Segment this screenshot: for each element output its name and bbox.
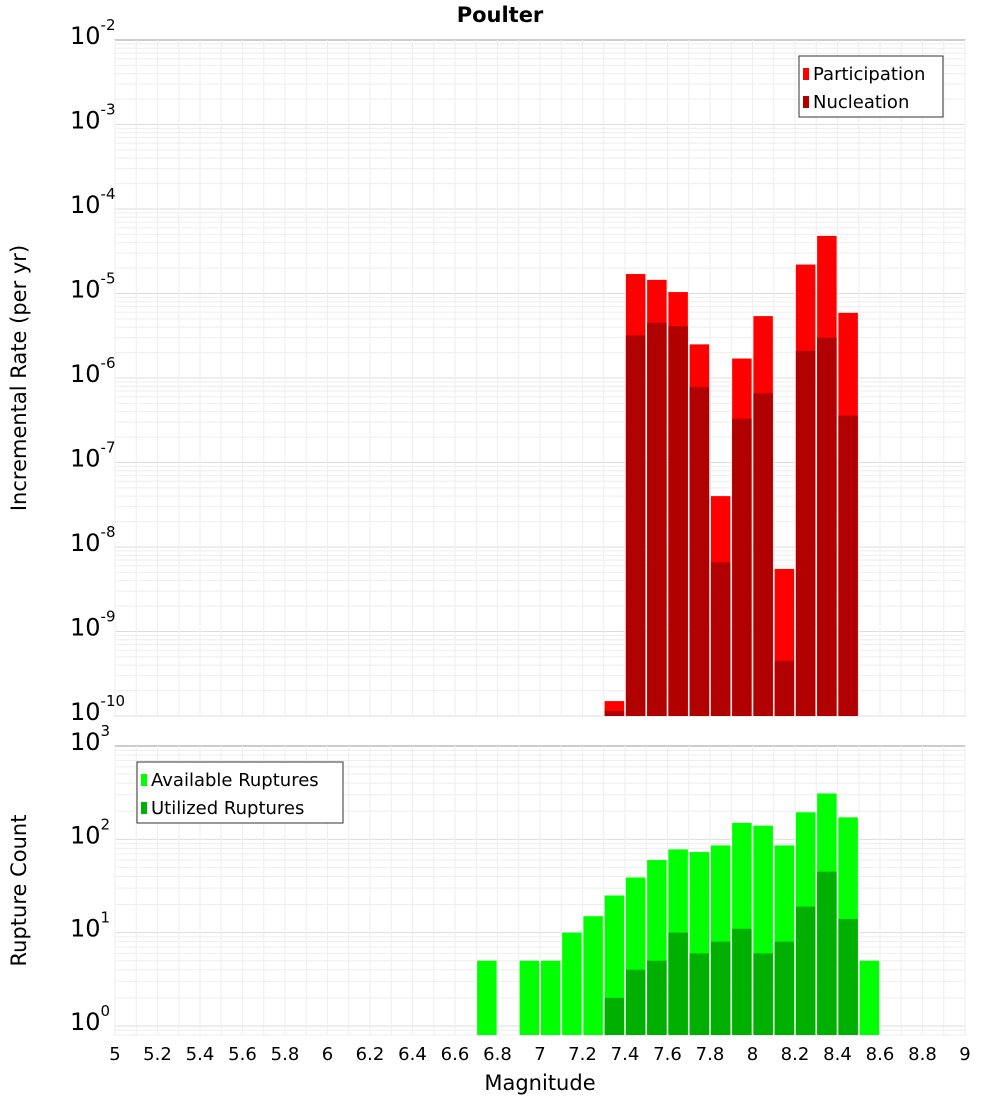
x-tick-label: 8.4 [823, 1044, 852, 1065]
bar-available-ruptures [583, 916, 603, 1035]
x-tick-label: 7.4 [611, 1044, 640, 1065]
y-tick-exponent: 0 [101, 1002, 111, 1020]
x-tick-label: 7.8 [696, 1044, 725, 1065]
bar-available-ruptures [562, 932, 582, 1035]
x-tick-label: 7.6 [653, 1044, 682, 1065]
y-tick-label: 10-8 [70, 523, 116, 557]
bar-available-ruptures [519, 960, 540, 1035]
bar-nucleation [668, 326, 688, 716]
bar-nucleation [689, 387, 710, 716]
bar-nucleation [838, 415, 858, 716]
y-tick-label: 101 [70, 909, 110, 943]
x-tick-label: 8.8 [908, 1044, 937, 1065]
bar-nucleation [625, 335, 646, 716]
y-tick-exponent: -4 [101, 185, 116, 203]
x-tick-label: 8.6 [866, 1044, 895, 1065]
bar-nucleation [753, 393, 773, 716]
x-tick-label: 5 [109, 1044, 120, 1065]
bar-utilized-ruptures [710, 941, 731, 1035]
bar-available-ruptures [477, 960, 497, 1035]
y-tick-exponent: -10 [101, 692, 126, 710]
bar-utilized-ruptures [647, 960, 667, 1035]
y-tick-label: 10-4 [70, 185, 116, 219]
y-tick-exponent: -8 [101, 523, 116, 541]
x-tick-label: 8 [747, 1044, 758, 1065]
bar-nucleation [774, 660, 795, 716]
x-tick-label: 6 [322, 1044, 333, 1065]
x-tick-label: 5.8 [271, 1044, 300, 1065]
x-tick-label: 6.8 [483, 1044, 512, 1065]
y-tick-label: 10-7 [70, 439, 116, 473]
bar-utilized-ruptures [817, 871, 837, 1035]
x-tick-label: 8.2 [781, 1044, 810, 1065]
bar-nucleation [817, 337, 837, 716]
x-tick-label: 6.2 [356, 1044, 385, 1065]
y-tick-exponent: -3 [101, 101, 116, 119]
x-tick-label: 7.2 [568, 1044, 597, 1065]
y-tick-label: 10-2 [70, 16, 116, 50]
bar-available-ruptures [540, 960, 561, 1035]
x-tick-label: 5.2 [143, 1044, 172, 1065]
bar-nucleation [795, 350, 816, 716]
bar-available-ruptures [859, 960, 880, 1035]
x-tick-label: 5.4 [186, 1044, 215, 1065]
plot-panel-0: 10-10 10-9 10-8 10-7 10-6 10-5 10-4 10-3 10-2 [70, 16, 966, 726]
y-tick-exponent: -2 [101, 16, 116, 34]
y-tick-label: 10-5 [70, 270, 116, 304]
y-tick-exponent: -9 [101, 608, 116, 626]
y-tick-exponent: -7 [101, 439, 116, 457]
bar-utilized-ruptures [668, 932, 688, 1035]
y-tick-label: 10-3 [70, 101, 116, 135]
y-tick-label: 103 [70, 722, 110, 756]
y-tick-exponent: 3 [101, 722, 111, 740]
bar-nucleation [710, 562, 731, 716]
y-tick-label: 100 [70, 1002, 110, 1036]
y-axis-label: Incremental Rate (per yr) [7, 245, 31, 511]
y-axis-label: Rupture Count [7, 815, 31, 967]
x-tick-label: 7 [534, 1044, 545, 1065]
legend-swatch [141, 802, 147, 814]
x-tick-label: 6.4 [398, 1044, 427, 1065]
bar-utilized-ruptures [604, 997, 625, 1035]
x-tick-label: 9 [959, 1044, 970, 1065]
legend-swatch [803, 68, 809, 80]
bar-nucleation [647, 322, 667, 716]
y-tick-label: 102 [70, 815, 110, 849]
legend-box [136, 761, 344, 824]
bar-utilized-ruptures [625, 969, 646, 1035]
legend-label: Participation [813, 64, 925, 85]
bar-utilized-ruptures [753, 953, 773, 1035]
legend-label: Nucleation [813, 92, 909, 113]
bar-utilized-ruptures [838, 919, 858, 1035]
legend-label: Utilized Ruptures [151, 798, 304, 819]
y-tick-exponent: -6 [101, 354, 116, 372]
x-tick-label: 5.6 [228, 1044, 257, 1065]
bar-utilized-ruptures [689, 953, 710, 1035]
x-tick-label: 6.6 [441, 1044, 470, 1065]
legend-box [798, 55, 944, 118]
y-tick-label: 10-10 [70, 692, 125, 726]
x-axis-label: Magnitude [484, 1071, 595, 1095]
bar-nucleation [604, 710, 625, 716]
bar-utilized-ruptures [795, 906, 816, 1035]
bar-nucleation [732, 418, 752, 716]
y-tick-exponent: 2 [101, 815, 111, 833]
chart-title: Poulter [457, 3, 544, 27]
y-tick-label: 10-9 [70, 608, 116, 642]
legend-swatch [141, 774, 147, 786]
bar-utilized-ruptures [732, 928, 752, 1035]
y-tick-exponent: -5 [101, 270, 116, 288]
legend-label: Available Ruptures [151, 770, 319, 791]
y-tick-exponent: 1 [101, 909, 111, 927]
y-tick-label: 10-6 [70, 354, 116, 388]
legend-swatch [803, 96, 809, 108]
bar-utilized-ruptures [774, 941, 795, 1035]
